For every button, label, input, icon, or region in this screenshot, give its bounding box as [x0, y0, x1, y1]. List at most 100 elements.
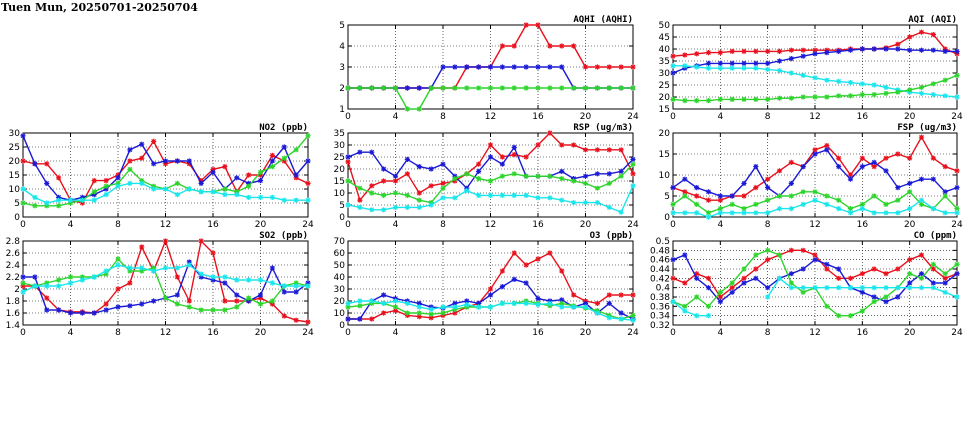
data-point-cyan [836, 285, 842, 291]
data-point-red [523, 22, 529, 28]
data-point-cyan [907, 206, 913, 212]
data-point-red [859, 271, 865, 277]
y-tick-label: 45 [659, 33, 670, 43]
y-tick-label: 0 [339, 321, 345, 331]
x-tick-label: 8 [765, 328, 771, 338]
data-point-green [20, 280, 26, 286]
data-point-cyan [741, 65, 747, 71]
data-point-red [918, 134, 925, 140]
data-point-green [381, 85, 387, 91]
data-point-green [670, 96, 676, 102]
data-point-green [392, 190, 399, 196]
data-point-red [404, 171, 410, 177]
data-point-green [883, 90, 889, 96]
x-tick-label: 0 [345, 220, 351, 230]
data-point-blue [56, 307, 62, 313]
data-point-green [523, 85, 529, 91]
data-point-cyan [464, 188, 470, 194]
data-point-blue [824, 147, 830, 153]
data-point-cyan [765, 66, 771, 72]
data-point-blue [381, 292, 387, 298]
data-point-green [404, 192, 410, 198]
data-point-green [487, 85, 494, 91]
data-point-green [293, 147, 299, 153]
data-point-cyan [942, 289, 948, 295]
data-point-blue [753, 275, 759, 281]
data-point-red [717, 197, 723, 203]
data-point-blue [91, 192, 97, 198]
y-tick-label: 20 [334, 297, 346, 307]
data-point-blue [139, 301, 145, 307]
data-point-cyan [824, 201, 830, 207]
data-point-green [127, 268, 133, 274]
y-tick-label: 30 [334, 141, 346, 151]
data-point-cyan [487, 304, 494, 310]
data-point-blue [269, 158, 275, 164]
data-point-red [788, 47, 794, 53]
x-tick-label: 24 [627, 112, 639, 122]
data-point-cyan [765, 294, 771, 300]
data-point-cyan [511, 192, 517, 198]
data-point-blue [836, 266, 842, 272]
data-point-blue [293, 172, 299, 178]
data-point-red [618, 292, 624, 298]
data-point-cyan [210, 189, 216, 195]
data-point-red [535, 22, 541, 28]
data-point-red [559, 142, 565, 148]
y-tick-label: 3 [339, 63, 345, 73]
data-point-blue [942, 280, 948, 286]
data-point-red [918, 252, 925, 258]
data-point-cyan [729, 210, 735, 216]
data-point-blue [20, 133, 26, 139]
data-point-cyan [476, 192, 482, 198]
chart-title: RSP (ug/m3) [573, 123, 633, 133]
data-point-cyan [32, 283, 38, 289]
data-point-green [871, 193, 877, 199]
data-point-cyan [788, 206, 794, 212]
x-tick-label: 4 [717, 328, 723, 338]
data-point-red [606, 64, 612, 70]
data-point-red [741, 275, 747, 281]
data-point-cyan [151, 268, 157, 274]
data-point-green [895, 89, 901, 95]
data-point-green [20, 200, 26, 206]
data-point-blue [127, 303, 133, 309]
data-point-cyan [930, 92, 936, 98]
data-point-cyan [222, 192, 228, 198]
data-point-green [416, 106, 422, 112]
x-tick-label: 16 [857, 328, 869, 338]
data-point-blue [476, 168, 482, 174]
data-point-blue [630, 156, 636, 162]
data-point-red [381, 310, 387, 316]
chart-aqi: 0 4 8 12 16 20 24 15 20 25 30 35 40 45 50 AQI (AQI) [659, 15, 963, 122]
data-point-cyan [800, 285, 806, 291]
y-tick-label: 2.8 [6, 237, 21, 247]
data-point-green [800, 289, 806, 295]
data-point-cyan [416, 304, 422, 310]
data-point-blue [753, 164, 759, 170]
data-point-red [729, 48, 735, 54]
data-point-blue [559, 297, 565, 303]
data-point-red [942, 275, 948, 281]
x-tick-label: 16 [207, 220, 219, 230]
data-point-cyan [115, 183, 121, 189]
data-point-blue [523, 64, 529, 70]
data-point-cyan [269, 280, 275, 286]
data-point-green [103, 183, 109, 189]
data-point-red [115, 286, 121, 292]
data-point-cyan [859, 81, 865, 87]
y-tick-label: 2 [339, 84, 345, 94]
data-point-blue [871, 159, 877, 165]
data-point-green [535, 173, 541, 179]
data-point-cyan [883, 285, 889, 291]
data-point-blue [440, 161, 446, 167]
data-point-blue [452, 64, 458, 70]
data-point-cyan [79, 197, 85, 203]
data-point-red [753, 185, 759, 191]
data-point-blue [210, 277, 216, 283]
data-point-blue [883, 168, 889, 174]
data-point-blue [416, 300, 422, 306]
data-point-blue [559, 168, 565, 174]
data-point-red [618, 64, 624, 70]
